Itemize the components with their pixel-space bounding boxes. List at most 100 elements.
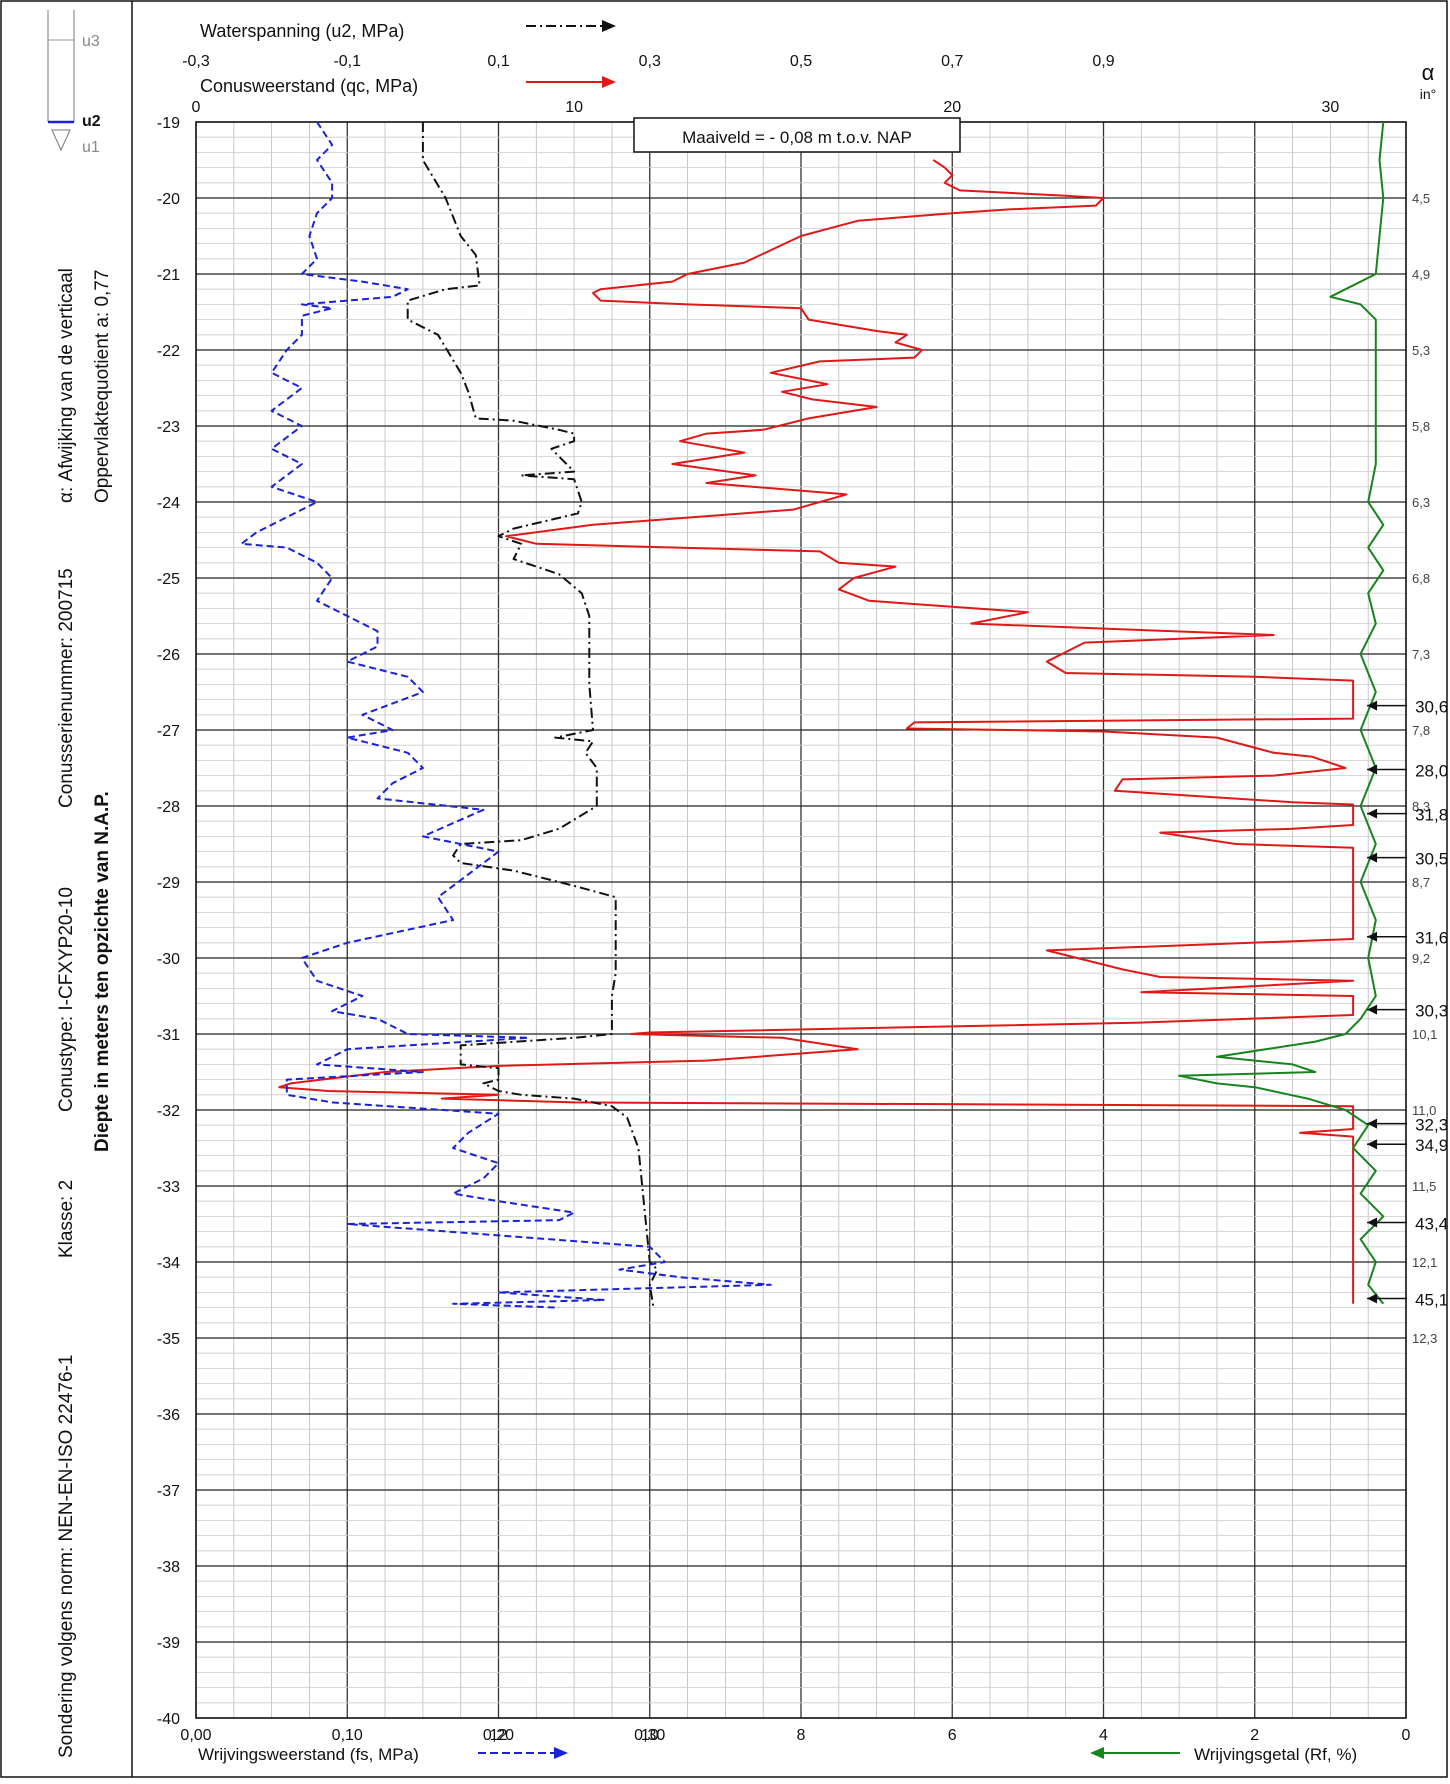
alpha-value-label: 10,1	[1412, 1027, 1437, 1042]
alpha-unit: in°	[1420, 86, 1437, 102]
u2-tick-label: 0,5	[790, 53, 812, 70]
sidebar-conustype: Conustype: I-CFXYP20-10	[56, 887, 77, 1112]
y-tick-label: -29	[157, 875, 180, 892]
y-tick-label: -36	[157, 1407, 180, 1424]
alpha-value-label: 6,3	[1412, 495, 1430, 510]
alpha-value-label: 11,5	[1412, 1179, 1436, 1194]
qc-tick-label: 0	[192, 99, 201, 116]
clipped-value-label: 45,1	[1415, 1290, 1448, 1309]
sidebar-diepte: Diepte in meters ten opzichte van N.A.P.	[92, 791, 113, 1152]
u2-tick-label: -0,3	[182, 53, 210, 70]
clipped-value-label: 43,4	[1415, 1214, 1448, 1233]
u2-axis-title: Waterspanning (u2, MPa)	[200, 21, 404, 41]
y-tick-label: -34	[157, 1255, 180, 1272]
rf-tick-label: 2	[1250, 1727, 1259, 1744]
qc-tick-label: 20	[943, 99, 961, 116]
rf-tick-label: 8	[797, 1727, 806, 1744]
annotations: 4,5 4,9 5,3 5,8 6,3 6,8 7,3 7,8 8,3 8,7 9,2 10,1 11,…	[1367, 191, 1448, 1346]
clipped-value-label: 31,6	[1415, 929, 1448, 948]
y-tick-label: -20	[157, 191, 180, 208]
y-tick-label: -25	[157, 571, 180, 588]
alpha-value-label: 4,5	[1412, 191, 1430, 206]
sidebar-oppervlakte: Oppervlaktequotient a: 0,77	[92, 270, 113, 503]
alpha-value-label: 5,3	[1412, 343, 1430, 358]
qc-tick-label: 10	[565, 99, 583, 116]
u1-label: u1	[82, 139, 100, 156]
y-tick-label: -19	[157, 115, 180, 132]
sidebar-norm: Sondering volgens norm: NEN-EN-ISO 22476…	[56, 1355, 77, 1758]
series-rf	[1178, 121, 1385, 1305]
fs-tick-label: 0,00	[180, 1727, 211, 1744]
qc-tick-label: 30	[1321, 99, 1339, 116]
rf-legend-arrow	[1090, 1747, 1180, 1759]
clipped-arrow-head	[1367, 852, 1378, 863]
rf-tick-label: 12	[490, 1727, 508, 1744]
clipped-value-label: 31,8	[1415, 806, 1448, 825]
fs-legend-arrow	[478, 1747, 568, 1759]
clipped-value-label: 30,3	[1415, 1002, 1448, 1021]
fs-axis-title: Wrijvingsweerstand (fs, MPa)	[198, 1745, 419, 1764]
alpha-value-label: 6,8	[1412, 571, 1430, 586]
fs-tick-label: 0,10	[332, 1727, 363, 1744]
u2-tick-label: 0,3	[639, 53, 661, 70]
fs-tick-label: 0,20	[483, 1727, 514, 1744]
u2-tick-label: 0,9	[1092, 53, 1114, 70]
clipped-arrow-head	[1367, 1004, 1378, 1015]
y-tick-label: -33	[157, 1179, 180, 1196]
clipped-arrow-head	[1367, 700, 1378, 711]
y-tick-label: -32	[157, 1103, 180, 1120]
series-u2	[406, 122, 659, 1308]
sidebar-serienummer: Conusserienummer: 200715	[56, 568, 77, 808]
clipped-value-label: 28,0	[1415, 762, 1448, 781]
y-tick-label: -27	[157, 723, 180, 740]
rf-tick-label: 6	[948, 1727, 957, 1744]
rf-axis-title: Wrijvingsgetal (Rf, %)	[1194, 1745, 1357, 1764]
clipped-arrow-head	[1367, 1118, 1378, 1129]
alpha-value-label: 7,3	[1412, 647, 1430, 662]
grid	[195, 121, 1407, 1719]
u2-label: u2	[82, 113, 101, 130]
u2-tick-label: 0,7	[941, 53, 963, 70]
y-tick-label: -39	[157, 1635, 180, 1652]
y-tick-label: -22	[157, 343, 180, 360]
u2-legend-arrow	[526, 20, 616, 32]
series-qc	[278, 159, 1355, 1304]
clipped-value-label: 32,3	[1415, 1116, 1448, 1135]
clipped-arrow-head	[1367, 808, 1378, 819]
u2-tick-label: -0,1	[333, 53, 361, 70]
u3-label: u3	[82, 33, 100, 50]
sidebar-afwijking: α: Afwijking van de verticaal	[56, 268, 77, 503]
y-tick-label: -26	[157, 647, 180, 664]
y-tick-label: -37	[157, 1483, 180, 1500]
u2-tick-label: 0,1	[487, 53, 509, 70]
alpha-value-label: 5,8	[1412, 419, 1430, 434]
series-group	[240, 121, 1385, 1309]
clipped-arrow-head	[1367, 931, 1378, 942]
alpha-value-label: 11,0	[1412, 1103, 1436, 1118]
clipped-arrow-head	[1367, 1293, 1378, 1304]
rf-tick-label: 10	[641, 1727, 659, 1744]
y-tick-label: -23	[157, 419, 180, 436]
clipped-value-label: 30,6	[1415, 698, 1448, 717]
y-tick-label: -31	[157, 1027, 180, 1044]
fs-tick-label: 0,30	[634, 1727, 665, 1744]
alpha-value-label: 12,1	[1412, 1255, 1437, 1270]
clipped-value-label: 34,9	[1415, 1136, 1448, 1155]
alpha-value-label: 9,2	[1412, 951, 1430, 966]
y-tick-label: -35	[157, 1331, 180, 1348]
alpha-value-label: 4,9	[1412, 267, 1430, 282]
rf-tick-label: 0	[1402, 1727, 1411, 1744]
alpha-value-label: 7,8	[1412, 723, 1430, 738]
alpha-value-label: 8,3	[1412, 799, 1430, 814]
alpha-symbol: α	[1422, 60, 1435, 85]
clipped-arrow-head	[1367, 1217, 1378, 1228]
y-tick-label: -24	[157, 495, 180, 512]
alpha-value-label: 12,3	[1412, 1331, 1437, 1346]
qc-axis-title: Conusweerstand (qc, MPa)	[200, 76, 418, 96]
y-tick-label: -28	[157, 799, 180, 816]
sidebar-klasse: Klasse: 2	[56, 1180, 77, 1258]
qc-legend-arrow	[526, 76, 616, 88]
